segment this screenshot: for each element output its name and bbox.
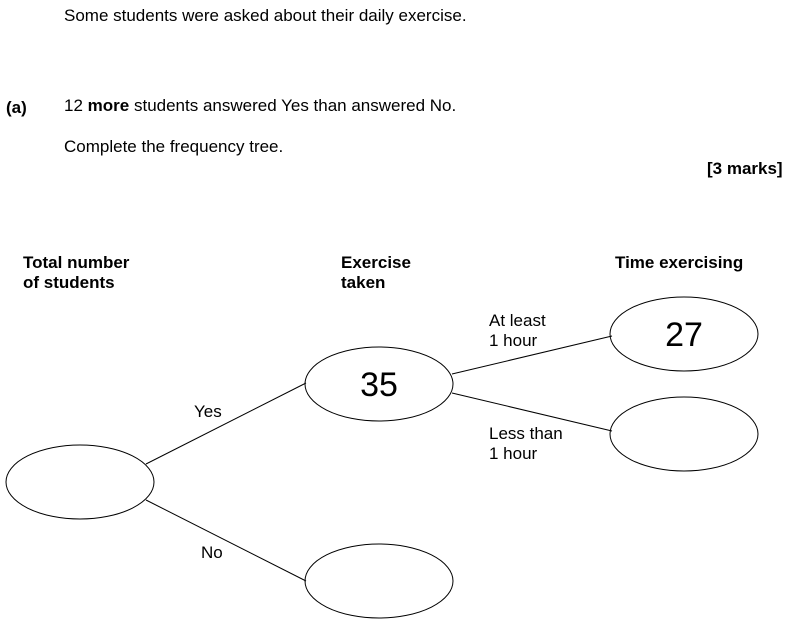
node-less-than[interactable] [609, 396, 759, 472]
node-yes[interactable] [304, 346, 454, 422]
branch-yes [145, 382, 307, 465]
heading-exercise: Exercise taken [341, 253, 411, 293]
label-at-least-line1: At least [489, 311, 546, 330]
label-at-least-line2: 1 hour [489, 331, 538, 350]
intro-text: Some students were asked about their dai… [64, 6, 467, 25]
heading-total: Total number of students [23, 253, 129, 293]
heading-exercise-line1: Exercise [341, 253, 411, 272]
label-less-than-line1: Less than [489, 424, 563, 443]
label-yes: Yes [194, 402, 222, 421]
emphasis-more: more [87, 96, 130, 115]
heading-total-line1: Total number [23, 253, 130, 272]
node-yes-value: 35 [360, 366, 398, 404]
instruction-text: Complete the frequency tree. [64, 137, 284, 156]
label-at-least: At least 1 hour [489, 311, 546, 351]
heading-time: Time exercising [615, 253, 744, 272]
branch-less-than [451, 392, 613, 432]
node-total[interactable] [5, 444, 155, 520]
node-no[interactable] [304, 543, 454, 619]
node-at-least[interactable] [609, 296, 759, 372]
label-less-than: Less than 1 hour [489, 424, 563, 464]
heading-total-line2: of students [23, 273, 115, 292]
label-less-than-line2: 1 hour [489, 444, 538, 463]
branch-at-least [451, 335, 613, 375]
label-no: No [201, 543, 223, 562]
node-at-least-value: 27 [665, 316, 703, 354]
heading-exercise-line2: taken [341, 273, 386, 292]
question-line: 12 more students answered Yes than answe… [64, 96, 456, 116]
branch-no [145, 499, 307, 582]
part-label: (a) [6, 98, 27, 117]
question-line-rest: students answered Yes than answered No. [133, 96, 457, 115]
count-difference: 12 [64, 96, 83, 115]
marks-label: [3 marks] [707, 159, 783, 178]
